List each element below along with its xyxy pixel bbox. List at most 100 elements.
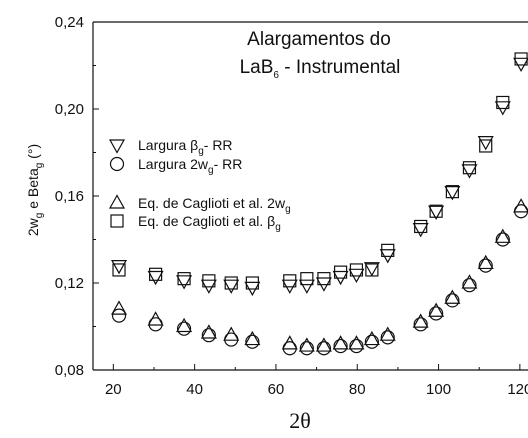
data-point	[495, 232, 510, 247]
data-point	[200, 324, 217, 339]
title-line-1: Alargamentos do	[247, 29, 391, 50]
x-tick-label: 100	[426, 381, 451, 398]
data-point	[176, 321, 192, 336]
data-point	[349, 263, 364, 277]
data-point	[112, 263, 126, 277]
data-point	[111, 308, 127, 323]
data-point	[445, 185, 459, 199]
data-point	[332, 335, 349, 350]
series-triangle-up	[110, 198, 528, 352]
legend-entry: Eq. de Caglioti et al. βg	[110, 213, 281, 233]
data-point	[461, 274, 478, 289]
data-point	[245, 334, 260, 349]
data-point	[494, 228, 511, 243]
x-axis-label: 2θ	[289, 408, 311, 433]
series-square	[112, 52, 528, 290]
data-point	[147, 270, 164, 286]
data-point	[414, 219, 428, 234]
data-point	[444, 289, 461, 304]
data-point	[223, 326, 240, 341]
y-tick-label: 0,20	[55, 101, 84, 118]
data-point	[110, 260, 128, 275]
data-point	[317, 272, 331, 286]
legend-marker	[108, 139, 126, 154]
legend-marker	[108, 194, 126, 209]
data-point	[283, 274, 297, 288]
series-triangle-down	[110, 57, 528, 297]
data-point	[110, 300, 128, 315]
data-point	[245, 276, 259, 290]
data-point	[201, 328, 216, 343]
data-point	[363, 262, 380, 277]
data-point	[429, 204, 443, 218]
chart-title: Alargamentos do LaB6 - Instrumental	[240, 29, 401, 81]
data-point	[428, 205, 445, 220]
data-point	[444, 186, 461, 201]
y-tick-label: 0,08	[55, 362, 84, 379]
legend-label: Largura βg- RR	[138, 137, 233, 157]
data-point	[244, 330, 261, 346]
data-point	[462, 161, 477, 175]
data-point	[478, 258, 493, 273]
data-point	[298, 279, 315, 294]
y-tick-label: 0,12	[55, 275, 84, 292]
data-point	[176, 275, 193, 290]
data-point	[202, 274, 216, 288]
x-tick-label: 40	[186, 381, 203, 398]
data-point	[461, 164, 478, 179]
data-point	[149, 267, 163, 281]
data-point	[428, 302, 445, 317]
title-line-2: LaB6 - Instrumental	[240, 57, 401, 81]
data-point	[316, 341, 332, 356]
axis-ticks: 20 40 60 80 100 120 0,08 0,12 0,16 0,20 0,24	[55, 14, 528, 398]
x-tick-label: 80	[349, 381, 366, 398]
data-point	[333, 265, 348, 279]
legend-marker	[110, 214, 124, 228]
data-point	[300, 272, 314, 286]
x-tick-label: 20	[105, 381, 122, 398]
data-point	[379, 326, 396, 341]
data-point	[147, 311, 164, 326]
data-point	[462, 278, 477, 293]
legend-label: Largura 2wg- RR	[138, 156, 242, 176]
data-point	[364, 334, 379, 349]
legend-label: Eq. de Caglioti et al. 2wg	[138, 195, 291, 215]
legend-entry: Eq. de Caglioti et al. 2wg	[108, 194, 291, 215]
legend-marker	[109, 156, 125, 172]
data-point	[381, 243, 395, 257]
data-point	[477, 136, 494, 151]
data-point	[177, 272, 191, 286]
data-point	[298, 337, 315, 352]
data-point	[299, 341, 314, 356]
x-tick-label: 120	[507, 381, 528, 398]
data-point	[429, 306, 444, 321]
data-point	[224, 276, 238, 290]
data-point	[445, 293, 460, 308]
data-point	[333, 338, 348, 354]
data-point	[176, 317, 193, 333]
data-point	[380, 330, 395, 345]
data-point	[513, 198, 528, 213]
data-point	[477, 254, 494, 270]
legend-entry: Largura 2wg- RR	[109, 156, 242, 176]
data-point	[413, 317, 428, 332]
y-tick-label: 0,16	[55, 188, 84, 205]
data-point	[348, 335, 365, 350]
legend-label: Eq. de Caglioti et al. βg	[138, 213, 281, 233]
data-point	[496, 95, 510, 110]
data-point	[281, 335, 298, 350]
data-point	[412, 223, 429, 238]
data-point	[479, 139, 493, 153]
x-tick-label: 60	[268, 381, 285, 398]
data-point	[223, 279, 240, 294]
legend-entry: Largura βg- RR	[108, 137, 233, 157]
data-point	[365, 263, 379, 277]
y-axis-label: 2wg e Betag (°)	[25, 144, 45, 236]
series-circle	[111, 204, 528, 356]
data-point	[412, 313, 429, 328]
data-points	[110, 52, 528, 356]
data-point	[514, 52, 528, 66]
y-tick-label: 0,24	[55, 14, 84, 31]
